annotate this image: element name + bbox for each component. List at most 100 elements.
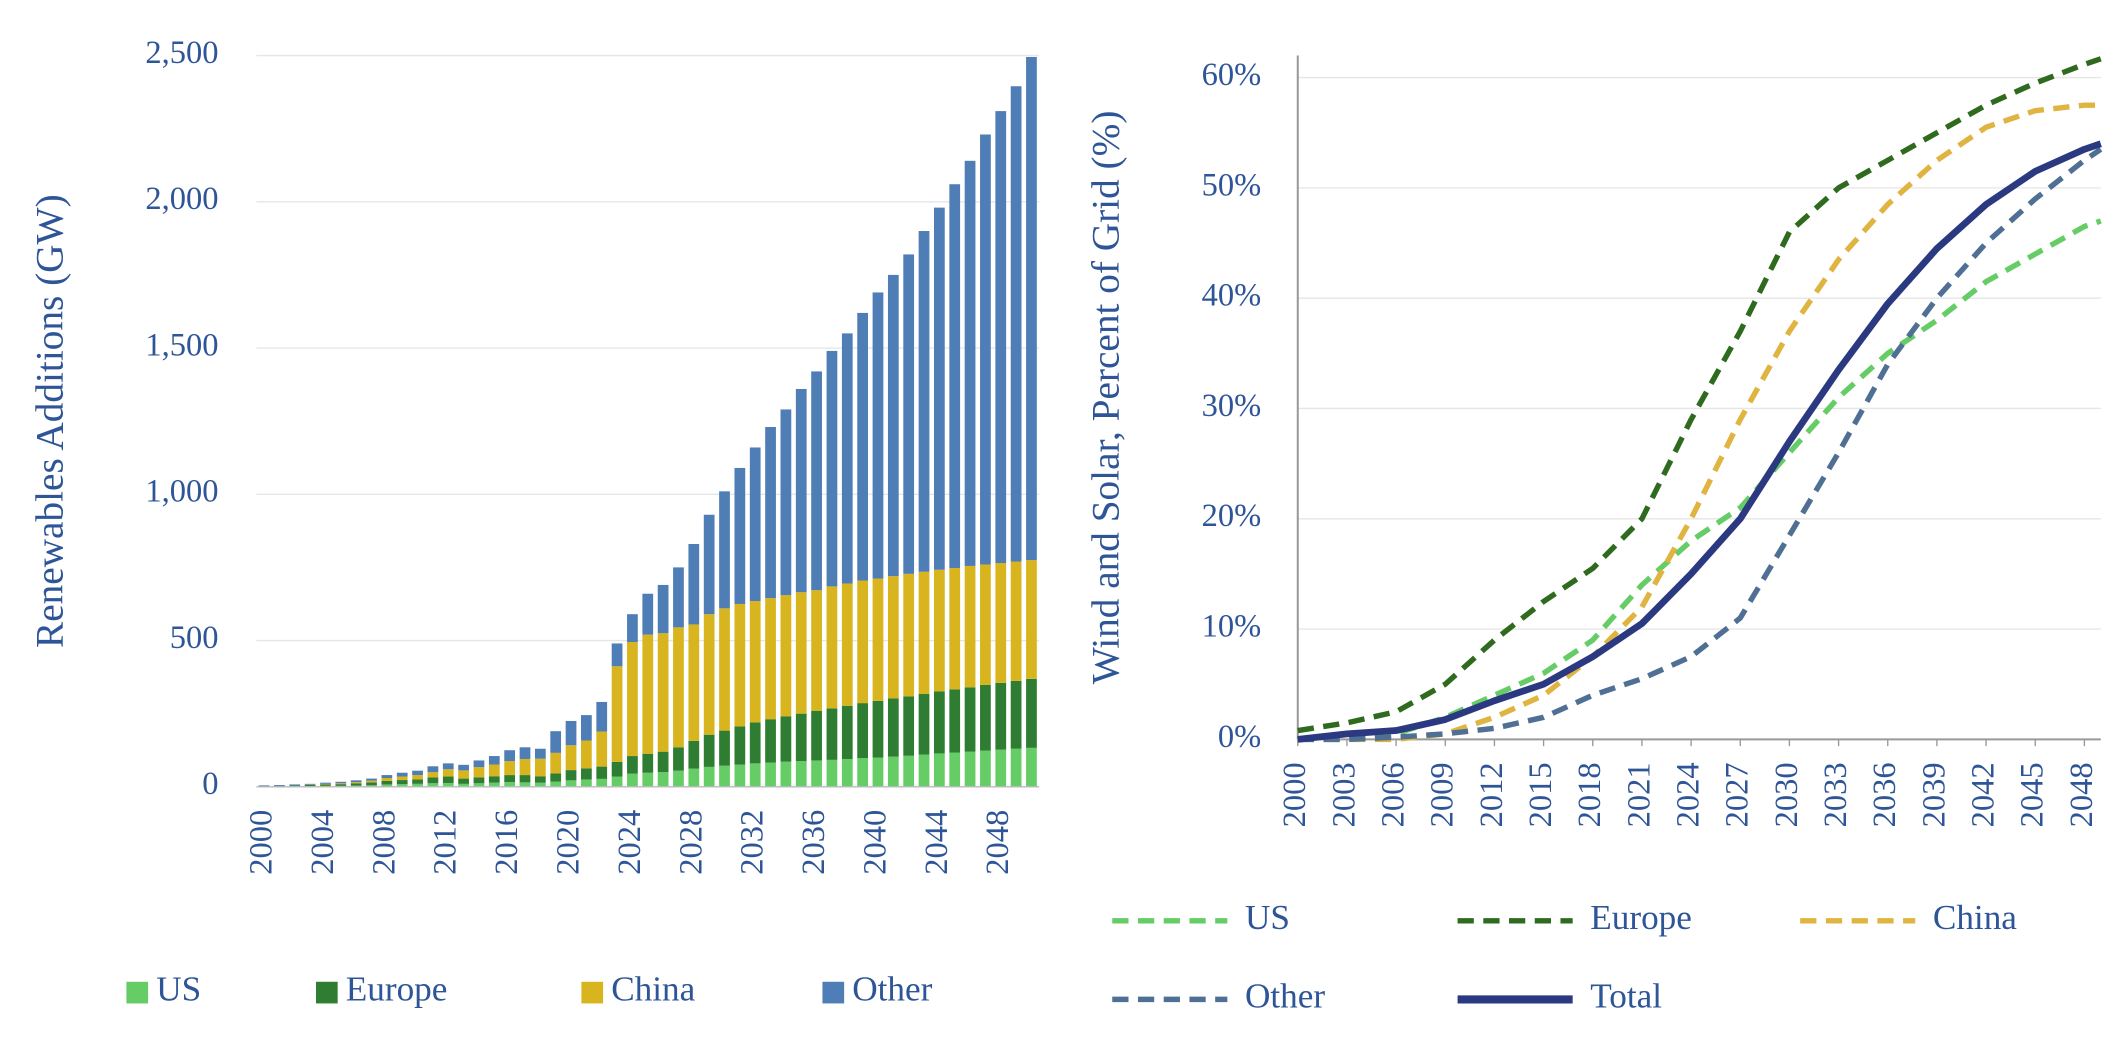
bar-segment <box>596 731 608 767</box>
bar-segment <box>872 292 884 579</box>
bar-segment <box>550 752 562 774</box>
y-tick-label: 30% <box>1202 388 1262 424</box>
bar-segment <box>703 766 715 787</box>
bar-segment <box>581 768 592 780</box>
bar-segment <box>1026 56 1037 561</box>
bar-segment <box>780 409 792 596</box>
bar-segment <box>918 231 930 572</box>
bar-segment <box>642 593 654 635</box>
bar-segment <box>918 571 930 694</box>
bar-segment <box>442 763 454 770</box>
bar-segment <box>964 751 976 787</box>
bar-segment <box>611 666 623 762</box>
bar-segment <box>949 184 961 568</box>
bar-segment <box>918 754 930 787</box>
bar-segment <box>964 160 976 566</box>
bar-segment <box>442 776 454 783</box>
bar-segment <box>581 715 592 741</box>
y-tick-label: 2,000 <box>145 181 218 217</box>
bar-segment <box>458 770 469 779</box>
x-tick-label: 2012 <box>428 810 464 875</box>
bar-segment <box>565 780 577 787</box>
bar-segment <box>519 758 531 776</box>
bar-segment <box>995 749 1007 787</box>
bar-segment <box>749 763 761 787</box>
bar-segment <box>473 783 485 787</box>
bar-segment <box>596 778 608 787</box>
bar-segment <box>1010 748 1022 787</box>
bar-segment <box>304 783 316 785</box>
bar-segment <box>427 772 439 778</box>
bar-segment <box>1026 560 1037 679</box>
y-tick-label: 0% <box>1218 719 1261 755</box>
bar-segment <box>488 776 500 783</box>
bar-segment <box>811 371 822 591</box>
bar-segment <box>903 254 915 574</box>
bar-segment <box>488 756 500 765</box>
bar-segment <box>872 757 884 787</box>
x-tick-label: 2008 <box>366 810 402 875</box>
bar-segment <box>964 687 976 752</box>
bar-segment <box>995 563 1007 683</box>
legend-label: Other <box>852 970 932 1009</box>
x-tick-label: 2039 <box>1916 762 1952 827</box>
bar-segment <box>903 755 915 787</box>
bar-segment <box>995 682 1007 750</box>
y-tick-label: 40% <box>1202 278 1262 314</box>
bar-segment <box>412 779 423 784</box>
bar-segment <box>826 586 838 709</box>
x-tick-label: 2006 <box>1376 762 1412 827</box>
legend-label: Other <box>1245 976 1325 1015</box>
bar-segment <box>887 698 899 757</box>
bar-segment <box>688 768 700 787</box>
bar-segment <box>903 573 915 697</box>
x-tick-label: 2028 <box>673 810 709 875</box>
x-tick-label: 2021 <box>1621 762 1657 827</box>
bar-segment <box>657 772 669 787</box>
legend-swatch <box>581 981 604 1004</box>
bar-segment <box>673 567 684 628</box>
bar-segment <box>335 781 347 784</box>
bar-segment <box>980 684 991 751</box>
x-tick-label: 2024 <box>1671 762 1707 827</box>
x-tick-label: 2032 <box>735 810 771 875</box>
bar-segment <box>673 627 684 748</box>
bar-segment <box>841 758 853 787</box>
bar-segment <box>458 783 469 787</box>
bar-segment <box>1026 678 1037 748</box>
bar-segment <box>627 773 638 787</box>
bar-segment <box>933 753 945 787</box>
bar-segment <box>795 388 807 593</box>
series-line <box>1297 140 2102 743</box>
bar-segment <box>550 781 562 787</box>
x-tick-label: 2024 <box>612 810 648 875</box>
bar-segment <box>565 770 577 781</box>
bar-segment <box>473 777 485 784</box>
bar-segment <box>611 761 623 777</box>
bar-segment <box>688 740 700 769</box>
x-tick-label: 2033 <box>1818 762 1854 827</box>
bar-segment <box>719 608 730 731</box>
bar-segment <box>427 777 439 784</box>
bar-segment <box>719 491 730 609</box>
bar-segment <box>933 691 945 754</box>
legend-label: US <box>1245 898 1290 937</box>
bar-segment <box>872 578 884 701</box>
x-tick-label: 2018 <box>1572 762 1608 827</box>
bar-segment <box>519 747 531 759</box>
bar-segment <box>611 776 623 787</box>
bar-segment <box>780 595 792 717</box>
bar-segment <box>427 783 439 787</box>
bar-segment <box>396 780 408 785</box>
bar-segment <box>1010 86 1022 562</box>
y-tick-label: 10% <box>1202 609 1262 645</box>
bar-segment <box>596 701 608 732</box>
bar-segment <box>857 758 869 787</box>
bar-segment <box>765 426 776 599</box>
y-tick-label: 1,000 <box>145 474 218 510</box>
bar-segment <box>780 716 792 762</box>
bar-segment <box>857 580 869 704</box>
x-tick-label: 2048 <box>2064 762 2100 827</box>
bar-segment <box>473 760 485 768</box>
bar-segment <box>366 782 377 786</box>
